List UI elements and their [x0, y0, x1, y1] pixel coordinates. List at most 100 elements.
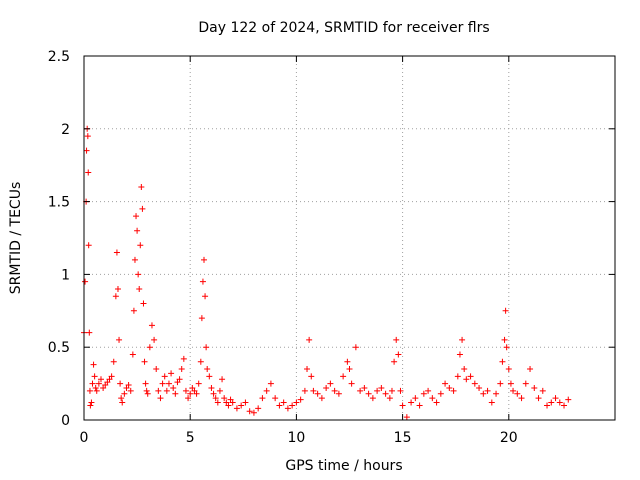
- data-point: [135, 271, 142, 278]
- data-point: [433, 399, 440, 406]
- data-point: [480, 390, 487, 397]
- data-point: [527, 366, 534, 373]
- data-point: [185, 395, 192, 402]
- data-point: [95, 380, 102, 387]
- data-point: [340, 373, 347, 380]
- data-point: [552, 395, 559, 402]
- data-point: [323, 384, 330, 391]
- data-point: [86, 329, 93, 336]
- x-tick-label: 10: [287, 430, 305, 446]
- data-point: [97, 376, 104, 383]
- data-point: [114, 285, 121, 292]
- data-point: [493, 390, 500, 397]
- data-point: [352, 344, 359, 351]
- data-point: [139, 205, 146, 212]
- x-tick-labels: 0 5 10 15 20: [80, 430, 518, 446]
- data-point: [159, 380, 166, 387]
- data-point: [276, 402, 283, 409]
- data-point: [148, 322, 155, 329]
- data-point: [425, 387, 432, 394]
- data-point: [501, 336, 508, 343]
- data-point: [146, 344, 153, 351]
- data-point: [110, 358, 117, 365]
- y-tick-label: 2.5: [48, 49, 70, 65]
- data-point: [280, 399, 287, 406]
- data-point: [92, 384, 99, 391]
- data-point: [108, 373, 115, 380]
- data-point: [386, 395, 393, 402]
- data-point: [193, 390, 200, 397]
- data-point: [461, 366, 468, 373]
- y-tick-label: 0: [61, 413, 70, 429]
- data-point: [297, 396, 304, 403]
- data-point: [221, 395, 228, 402]
- data-point: [331, 387, 338, 394]
- data-point: [151, 336, 158, 343]
- data-point: [238, 402, 245, 409]
- data-point: [442, 380, 449, 387]
- data-point: [201, 256, 208, 263]
- data-point: [284, 405, 291, 412]
- plot-frame: [83, 55, 616, 421]
- data-point: [116, 336, 123, 343]
- data-point: [119, 399, 126, 406]
- data-point: [136, 285, 143, 292]
- data-point: [488, 399, 495, 406]
- x-tick-label: 20: [500, 430, 518, 446]
- data-point: [310, 387, 317, 394]
- data-point: [459, 336, 466, 343]
- x-tick-label: 5: [186, 430, 195, 446]
- data-point: [130, 307, 137, 314]
- data-point: [382, 390, 389, 397]
- data-point: [454, 373, 461, 380]
- data-point: [250, 409, 257, 416]
- data-point: [214, 399, 221, 406]
- data-point: [293, 399, 300, 406]
- data-point: [395, 351, 402, 358]
- data-point: [155, 387, 162, 394]
- data-point: [393, 336, 400, 343]
- data-point: [522, 380, 529, 387]
- data-point: [131, 256, 138, 263]
- data-point: [142, 380, 149, 387]
- data-point: [499, 358, 506, 365]
- data-point: [161, 373, 168, 380]
- data-point: [272, 395, 279, 402]
- data-point: [259, 395, 266, 402]
- data-point: [133, 213, 140, 220]
- data-point: [246, 408, 253, 415]
- data-point: [198, 315, 205, 322]
- x-tick-label: 15: [394, 430, 412, 446]
- data-point: [484, 387, 491, 394]
- data-point: [357, 387, 364, 394]
- data-point: [467, 373, 474, 380]
- data-point: [397, 387, 404, 394]
- data-point: [118, 395, 125, 402]
- data-point: [306, 336, 313, 343]
- data-point: [429, 395, 436, 402]
- data-point: [86, 387, 93, 394]
- data-point: [304, 366, 311, 373]
- data-point: [456, 351, 463, 358]
- data-point: [391, 358, 398, 365]
- x-axis-label: GPS time / hours: [285, 458, 402, 474]
- data-point: [463, 376, 470, 383]
- data-point: [348, 380, 355, 387]
- data-point: [544, 402, 551, 409]
- data-point: [510, 387, 517, 394]
- data-point: [204, 366, 211, 373]
- data-point: [561, 402, 568, 409]
- data-point: [178, 366, 185, 373]
- data-point: [202, 293, 209, 300]
- data-point: [242, 399, 249, 406]
- axis-ticks: [83, 55, 615, 421]
- data-point: [378, 384, 385, 391]
- data-point: [141, 358, 148, 365]
- data-point: [91, 373, 98, 380]
- data-point: [289, 402, 296, 409]
- data-point: [346, 366, 353, 373]
- data-point: [314, 390, 321, 397]
- data-point: [233, 405, 240, 412]
- data-point: [113, 249, 120, 256]
- x-tick-label: 0: [80, 430, 89, 446]
